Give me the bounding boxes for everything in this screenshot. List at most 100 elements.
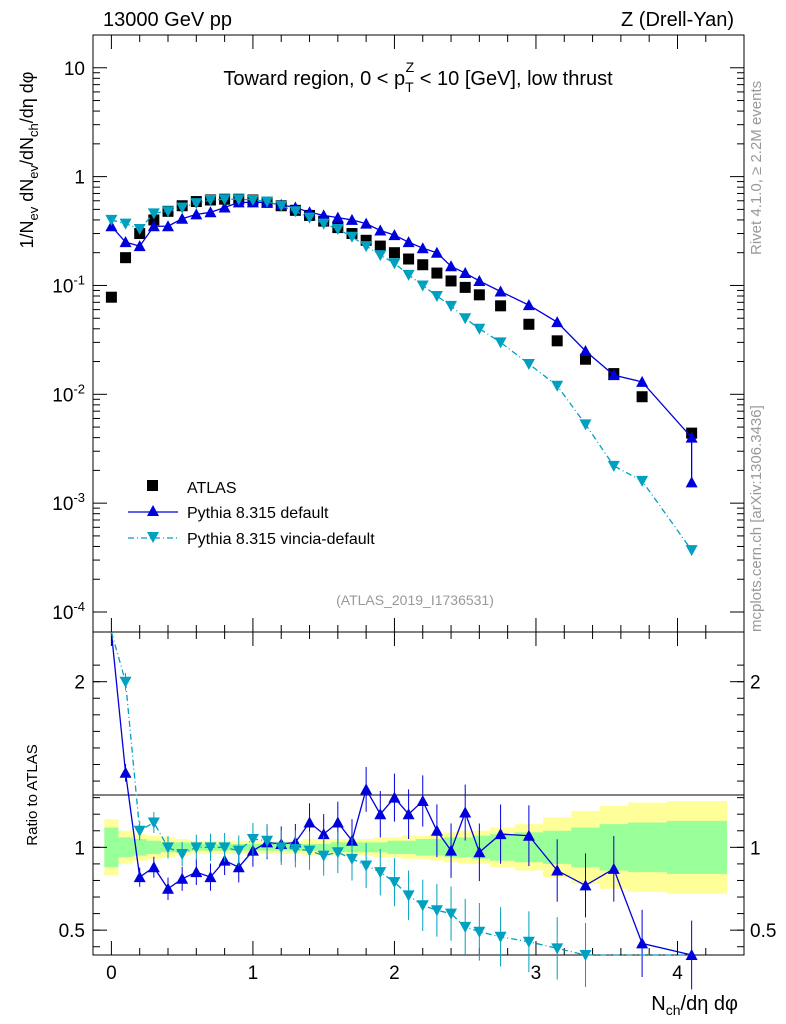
y-tick-exponent: -4 [73,599,85,614]
data-point-atlas [473,289,485,301]
data-point-vincia [331,224,344,236]
data-point-default [579,344,592,356]
ratio-y-tick-label: 2 [74,673,85,694]
ratio-point-default [402,808,415,820]
data-point-default [473,274,486,286]
data-point-default [374,224,387,236]
series-line [111,198,693,551]
data-point-vincia [445,300,458,312]
data-point-default [494,285,507,297]
data-point-default [430,246,443,258]
x-tick-label: 2 [389,963,400,984]
data-point-default [459,267,472,279]
y-tick-label: 10-1 [52,272,85,297]
ratio-point-vincia [176,848,189,860]
ratio-point-vincia [374,867,387,879]
ratio-point-default [190,866,203,878]
data-point-vincia [522,358,535,370]
ratio-point-default [119,766,132,778]
data-point-vincia [388,258,401,270]
ratio-point-default [331,816,344,828]
ratio-y-tick-label-right: 1 [750,838,761,859]
ratio-bands [104,800,728,894]
series-line [110,201,693,483]
ratio-y-tick-label-right: 0.5 [750,921,776,942]
data-point-atlas [551,335,563,347]
ratio-line [110,631,692,956]
ratio-point-vincia [303,845,316,857]
data-point-vincia [246,194,259,206]
ratio-point-vincia [416,900,429,912]
data-point-vincia [162,206,175,218]
ratio-point-vincia [218,842,231,854]
ratio-point-vincia [494,931,507,943]
data-point-vincia [345,231,358,243]
main-ylabel: 1/Nev dNev/dNch/dη dφ [17,72,41,249]
ratio-point-default [636,937,649,949]
ratio-point-vincia [119,676,132,688]
ratio-point-vincia [579,950,592,961]
ratio-point-default [522,829,535,841]
data-point-vincia [607,460,620,472]
ratio-point-vincia [261,835,274,847]
data-point-vincia [579,419,592,431]
data-point-vincia [289,206,302,218]
ratio-point-default [303,816,316,828]
ratio-point-vincia [473,926,486,938]
ratio-point-vincia [204,842,217,854]
ratio-point-default [494,828,507,840]
data-point-vincia [190,198,203,210]
data-point-atlas [417,259,429,271]
data-point-default [162,220,175,232]
ratio-point-default [416,794,429,806]
data-point-vincia [317,218,330,230]
ratio-point-vincia [147,817,160,829]
data-point-vincia [473,323,486,335]
ratio-line [110,631,692,956]
legend: ATLAS Pythia 8.315 default Pythia 8.315 … [128,480,375,548]
ratio-point-vincia [402,890,415,902]
ratio-point-vincia [190,842,203,854]
data-point-atlas [374,240,386,252]
ratio-point-default [579,879,592,891]
ratio-point-vincia [246,834,259,846]
data-point-vincia [275,200,288,212]
data-point-atlas [523,318,535,330]
data-point-default [204,206,217,218]
data-point-atlas [105,291,117,303]
ratio-point-vincia [388,877,401,889]
ratio-point-vincia [162,842,175,854]
legend-label-atlas: ATLAS [187,480,237,497]
data-point-default [133,240,146,252]
data-point-default [685,431,698,443]
data-point-vincia [176,202,189,214]
x-tick-label: 0 [106,963,117,984]
header-right: Z (Drell-Yan) [621,9,734,31]
ratio-point-default [607,862,620,874]
legend-marker-default [147,505,159,516]
data-point-vincia [133,224,146,236]
analysis-tag: (ATLAS_2019_I1736531) [336,592,494,608]
data-point-atlas [636,391,648,403]
mcplots-label: mcplots.cern.ch [arXiv:1306.3436] [748,405,765,632]
ratio-point-default [445,844,458,856]
y-tick-exponent: -1 [73,272,85,287]
data-point-atlas [495,300,507,312]
x-tick-label: 3 [531,963,542,984]
ratio-point-vincia [331,847,344,859]
data-point-atlas [579,353,591,365]
ratio-point-default [204,871,217,883]
ratio-panel-frame [92,631,745,956]
axis-ticks: 10 1 10-1 10-2 10-3 10-4 0 1 2 3 4 0.5 0.5 1 1 2 2 [52,35,776,984]
data-point-default [551,316,564,328]
ratio-point-vincia [459,921,472,933]
ratio-point-default [162,882,175,894]
data-point-atlas [445,275,457,287]
legend-marker-atlas [147,480,158,491]
data-point-vincia [218,194,231,206]
data-point-vincia [374,250,387,262]
data-point-default [345,213,358,225]
legend-marker-vincia [147,532,159,543]
data-point-default [388,229,401,241]
ratio-point-vincia [430,905,443,917]
